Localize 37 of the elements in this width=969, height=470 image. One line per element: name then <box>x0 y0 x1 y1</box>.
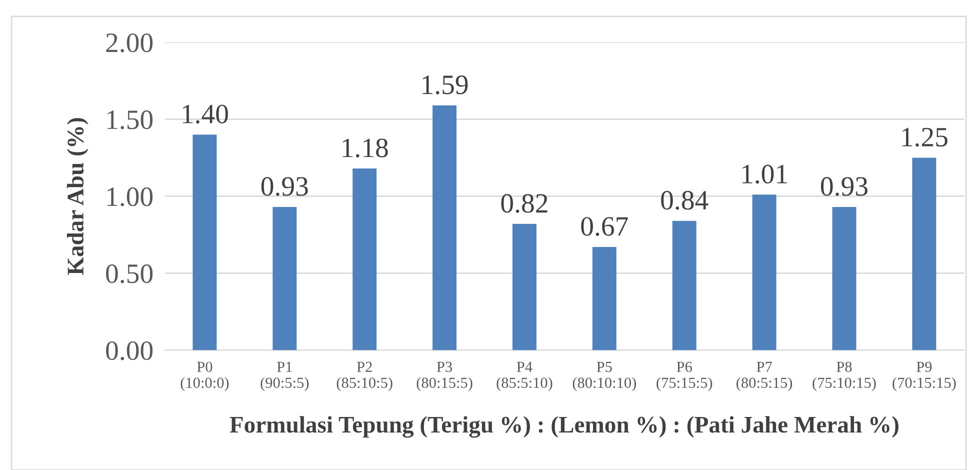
y-tick-label: 1.50 <box>107 110 153 130</box>
x-tick-label: P9 (70:15:15) <box>892 362 956 392</box>
data-label: 0.93 <box>261 177 308 196</box>
y-tick-label: 0.00 <box>106 341 153 360</box>
bar <box>352 168 377 350</box>
data-label: 0.93 <box>820 177 868 196</box>
bar <box>592 247 616 350</box>
bar <box>832 207 856 350</box>
bar <box>192 134 217 350</box>
data-label: 1.18 <box>342 138 388 158</box>
data-label: 1.01 <box>742 164 787 184</box>
data-label: 1.40 <box>182 104 228 124</box>
data-label: 0.82 <box>501 194 548 213</box>
x-tick-label: P0 (10:0:0) <box>180 362 229 392</box>
x-tick-label: P3 (80:15:5) <box>416 362 472 392</box>
x-tick-label: P7 (80:5:15) <box>736 362 792 392</box>
data-label: 1.59 <box>422 76 468 94</box>
x-tick-label: P2 (85:10:5) <box>336 362 392 392</box>
y-tick-label: 0.50 <box>106 264 153 284</box>
y-tick-label: 1.00 <box>107 187 153 206</box>
y-axis-title: Kadar Abu (%) <box>66 118 88 275</box>
bar <box>752 194 776 350</box>
data-label: 0.84 <box>661 190 708 210</box>
bar <box>432 105 457 350</box>
bar <box>272 207 297 350</box>
bar <box>672 220 696 350</box>
bar <box>512 224 536 350</box>
data-label: 0.67 <box>581 217 628 236</box>
x-axis-title: Formulasi Tepung (Terigu %) : (Lemon %) : (Pati Jahe Merah %) <box>230 416 898 438</box>
x-tick-label: P4 (85:5:10) <box>496 362 552 392</box>
x-tick-label: P1 (90:5:5) <box>260 362 309 392</box>
bar <box>912 158 936 350</box>
data-label: 1.25 <box>902 128 948 147</box>
y-tick-label: 2.00 <box>106 33 153 52</box>
x-tick-label: P5 (80:10:10) <box>572 362 636 392</box>
x-tick-label: P8 (75:10:15) <box>812 362 876 392</box>
x-tick-label: P6 (75:15:5) <box>656 362 712 392</box>
